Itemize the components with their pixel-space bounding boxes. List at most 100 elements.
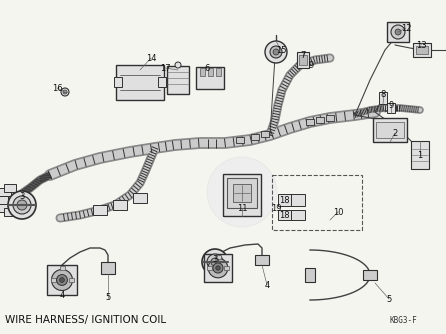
- Circle shape: [211, 258, 219, 266]
- Bar: [199, 68, 205, 76]
- Circle shape: [265, 41, 287, 63]
- Bar: [47, 265, 77, 295]
- Text: WIRE HARNESS/ IGNITION COIL: WIRE HARNESS/ IGNITION COIL: [5, 315, 166, 325]
- Text: 4: 4: [59, 291, 65, 300]
- Text: 12: 12: [401, 23, 411, 32]
- Circle shape: [216, 266, 220, 270]
- Bar: [69, 278, 74, 282]
- Bar: [387, 103, 395, 113]
- Bar: [227, 178, 257, 208]
- Text: 3: 3: [212, 256, 218, 265]
- Bar: [93, 205, 107, 215]
- Text: cmsnl: cmsnl: [230, 187, 254, 196]
- Text: 9: 9: [308, 60, 314, 69]
- Bar: [167, 66, 189, 94]
- Bar: [224, 266, 229, 270]
- Circle shape: [395, 29, 401, 35]
- Text: 16: 16: [52, 84, 62, 93]
- Text: KBG3-F: KBG3-F: [390, 316, 418, 325]
- Bar: [255, 255, 269, 265]
- Text: 10: 10: [333, 207, 343, 216]
- Bar: [113, 200, 127, 210]
- Text: 6: 6: [204, 63, 210, 72]
- Text: 15: 15: [276, 45, 286, 54]
- Circle shape: [8, 191, 36, 219]
- Bar: [278, 210, 292, 220]
- Text: 11: 11: [237, 203, 247, 212]
- Bar: [101, 262, 115, 274]
- Bar: [376, 122, 404, 138]
- Text: 5: 5: [386, 295, 392, 304]
- Bar: [59, 266, 65, 270]
- Circle shape: [202, 249, 228, 275]
- Bar: [261, 131, 269, 137]
- Text: 3: 3: [19, 191, 25, 200]
- Bar: [278, 194, 292, 206]
- Bar: [114, 77, 122, 87]
- Text: 18: 18: [279, 210, 289, 219]
- Circle shape: [270, 46, 282, 58]
- Bar: [204, 254, 232, 282]
- Bar: [413, 43, 431, 57]
- Bar: [116, 64, 164, 100]
- Bar: [299, 55, 307, 65]
- Circle shape: [60, 278, 64, 283]
- Text: 7: 7: [300, 50, 306, 59]
- Bar: [251, 134, 259, 140]
- Bar: [50, 278, 55, 282]
- Bar: [223, 174, 261, 216]
- Text: 9: 9: [388, 101, 394, 110]
- Bar: [4, 208, 16, 216]
- Circle shape: [207, 157, 277, 227]
- Circle shape: [63, 90, 67, 94]
- Circle shape: [17, 200, 27, 210]
- Bar: [207, 68, 212, 76]
- Text: 17: 17: [160, 63, 170, 72]
- Bar: [297, 52, 309, 68]
- Circle shape: [213, 263, 223, 273]
- Text: 5: 5: [105, 294, 111, 303]
- Circle shape: [57, 275, 67, 285]
- Bar: [411, 141, 429, 169]
- Circle shape: [51, 270, 73, 291]
- Text: 14: 14: [146, 53, 156, 62]
- Circle shape: [208, 258, 228, 278]
- Text: 4: 4: [264, 281, 270, 290]
- Bar: [207, 266, 212, 270]
- Bar: [306, 119, 314, 125]
- Bar: [379, 92, 387, 104]
- Bar: [0, 196, 8, 204]
- Bar: [215, 255, 220, 259]
- Circle shape: [273, 49, 279, 55]
- Circle shape: [61, 88, 69, 96]
- Bar: [215, 68, 220, 76]
- Text: 18: 18: [279, 195, 289, 204]
- Circle shape: [13, 196, 31, 214]
- Bar: [196, 67, 224, 89]
- Bar: [0, 188, 11, 196]
- Bar: [316, 117, 324, 123]
- Text: 8: 8: [380, 90, 386, 99]
- Bar: [0, 204, 11, 212]
- Bar: [305, 268, 315, 282]
- Bar: [158, 77, 166, 87]
- Bar: [4, 184, 16, 192]
- Bar: [326, 115, 334, 121]
- Bar: [416, 46, 428, 54]
- Bar: [272, 175, 362, 230]
- Bar: [387, 22, 409, 42]
- Bar: [233, 184, 251, 202]
- Text: 2: 2: [392, 129, 398, 138]
- Bar: [291, 194, 305, 206]
- Bar: [363, 270, 377, 280]
- Circle shape: [391, 25, 405, 39]
- Text: 13: 13: [416, 40, 426, 49]
- Circle shape: [207, 254, 223, 270]
- Bar: [291, 210, 305, 220]
- Text: 19: 19: [271, 203, 281, 212]
- Text: 1: 1: [417, 151, 423, 160]
- Bar: [236, 137, 244, 143]
- Bar: [373, 118, 407, 142]
- Bar: [133, 193, 147, 203]
- Circle shape: [175, 62, 181, 68]
